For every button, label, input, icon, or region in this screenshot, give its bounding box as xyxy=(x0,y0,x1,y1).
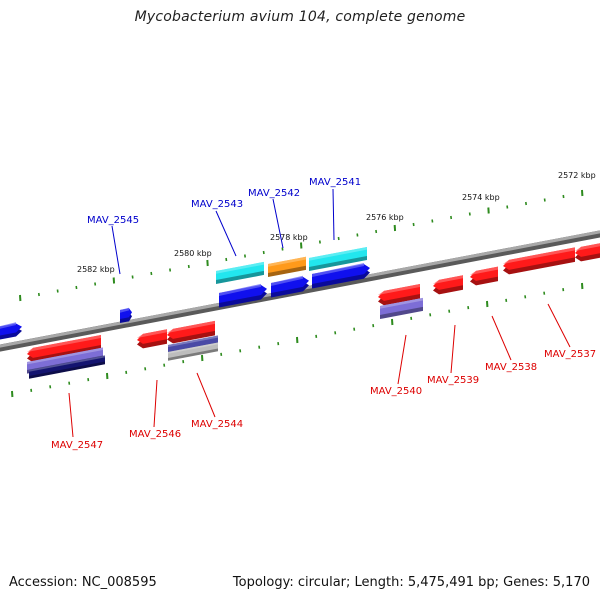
leader-reverse-0 xyxy=(68,392,74,438)
gene-label-mav-2543[interactable]: MAV_2543 xyxy=(191,199,243,210)
leader-reverse-6 xyxy=(547,303,571,348)
feature-mav-2540-highlight xyxy=(378,284,420,295)
gene-label-mav-2540[interactable]: MAV_2540 xyxy=(370,386,422,397)
label-leader-lines xyxy=(68,188,571,438)
gene-features xyxy=(0,243,600,379)
feature-mav-2546 xyxy=(137,329,167,349)
gene-label-mav-2546[interactable]: MAV_2546 xyxy=(129,429,181,440)
gene-label-mav-2544[interactable]: MAV_2544 xyxy=(191,419,243,430)
gene-label-mav-2541[interactable]: MAV_2541 xyxy=(309,177,361,188)
feature-mav-2544 xyxy=(167,320,215,344)
feature-mav-2539 xyxy=(433,275,463,295)
feature-mav-2542 xyxy=(268,256,306,278)
feature-grey-2544-highlight xyxy=(168,342,218,354)
leader-reverse-1 xyxy=(153,379,158,428)
leader-forward-1 xyxy=(215,210,237,257)
gene-label-mav-2542[interactable]: MAV_2542 xyxy=(248,188,300,199)
feature-lavender-2547-highlight xyxy=(27,347,103,365)
feature-mav-2537-highlight xyxy=(503,247,575,264)
leader-reverse-3 xyxy=(397,334,407,385)
feature-mav-2540 xyxy=(378,284,420,306)
genome-summary: Topology: circular; Length: 5,475,491 bp… xyxy=(232,575,590,590)
gene-label-mav-2538[interactable]: MAV_2538 xyxy=(485,362,537,373)
scale-label-2582: 2582 kbp xyxy=(77,265,115,274)
feature-mav-2539-highlight xyxy=(433,275,463,284)
feature-mav-2542-highlight xyxy=(268,256,306,267)
feature-blue-2542 xyxy=(271,275,309,298)
feature-grey-2544 xyxy=(168,342,218,361)
scale-label-2574: 2574 kbp xyxy=(462,193,500,202)
feature-mav-2543-highlight xyxy=(216,261,264,274)
scale-label-2576: 2576 kbp xyxy=(366,213,404,222)
feature-mav-2538-highlight xyxy=(470,266,498,275)
map-title: Mycobacterium avium 104, complete genome xyxy=(134,9,466,25)
feature-blue-2542-body xyxy=(271,276,309,293)
feature-mav-2537 xyxy=(503,247,575,275)
feature-blue-2543 xyxy=(219,283,267,308)
gene-label-mav-2539[interactable]: MAV_2539 xyxy=(427,375,479,386)
feature-red-edge xyxy=(575,243,600,262)
feature-mav-2544-highlight xyxy=(167,320,215,333)
feature-mav-2547-highlight xyxy=(27,334,101,352)
feature-lavender-2540-highlight xyxy=(380,297,423,309)
scale-label-2580: 2580 kbp xyxy=(174,249,212,258)
inner-scale-ticks xyxy=(11,282,584,398)
scale-label-2572: 2572 kbp xyxy=(558,171,596,180)
feature-blue-2541-highlight xyxy=(312,262,364,277)
feature-mav-2541-highlight xyxy=(309,246,367,261)
gene-label-mav-2545[interactable]: MAV_2545 xyxy=(87,215,139,226)
feature-mav-2545 xyxy=(120,307,132,324)
gene-label-mav-2547[interactable]: MAV_2547 xyxy=(51,440,103,451)
leader-forward-2 xyxy=(272,198,284,249)
leader-reverse-5 xyxy=(491,315,512,361)
feature-mav-2541 xyxy=(309,246,367,272)
gene-label-mav-2537[interactable]: MAV_2537 xyxy=(544,349,596,360)
scale-label-2578: 2578 kbp xyxy=(270,233,308,242)
feature-blue-2541 xyxy=(312,262,370,289)
feature-blue-2542-highlight xyxy=(271,275,303,286)
feature-mav-2547 xyxy=(27,334,101,363)
leader-forward-3 xyxy=(332,188,335,241)
feature-mav-2538 xyxy=(470,266,498,286)
feature-blue-left-highlight xyxy=(0,322,16,329)
leader-reverse-2 xyxy=(196,372,216,418)
feature-navy-2547 xyxy=(29,355,105,379)
feature-navy-2544-highlight xyxy=(168,335,218,348)
leader-reverse-4 xyxy=(450,324,456,374)
feature-mav-2543 xyxy=(216,261,264,285)
leader-forward-0 xyxy=(111,225,121,275)
feature-mav-2545-highlight xyxy=(120,307,129,313)
feature-navy-2547-highlight xyxy=(29,355,105,372)
feature-blue-2543-highlight xyxy=(219,283,261,296)
feature-blue-2541-body xyxy=(312,264,370,284)
feature-blue-left xyxy=(0,322,22,340)
feature-mav-2546-highlight xyxy=(137,329,167,338)
feature-lavender-2540 xyxy=(380,297,423,320)
outer-scale-ticks xyxy=(19,189,584,302)
accession-label: Accession: NC_008595 xyxy=(9,575,157,590)
feature-red-edge-highlight xyxy=(575,243,600,251)
feature-blue-2543-body xyxy=(219,285,267,303)
